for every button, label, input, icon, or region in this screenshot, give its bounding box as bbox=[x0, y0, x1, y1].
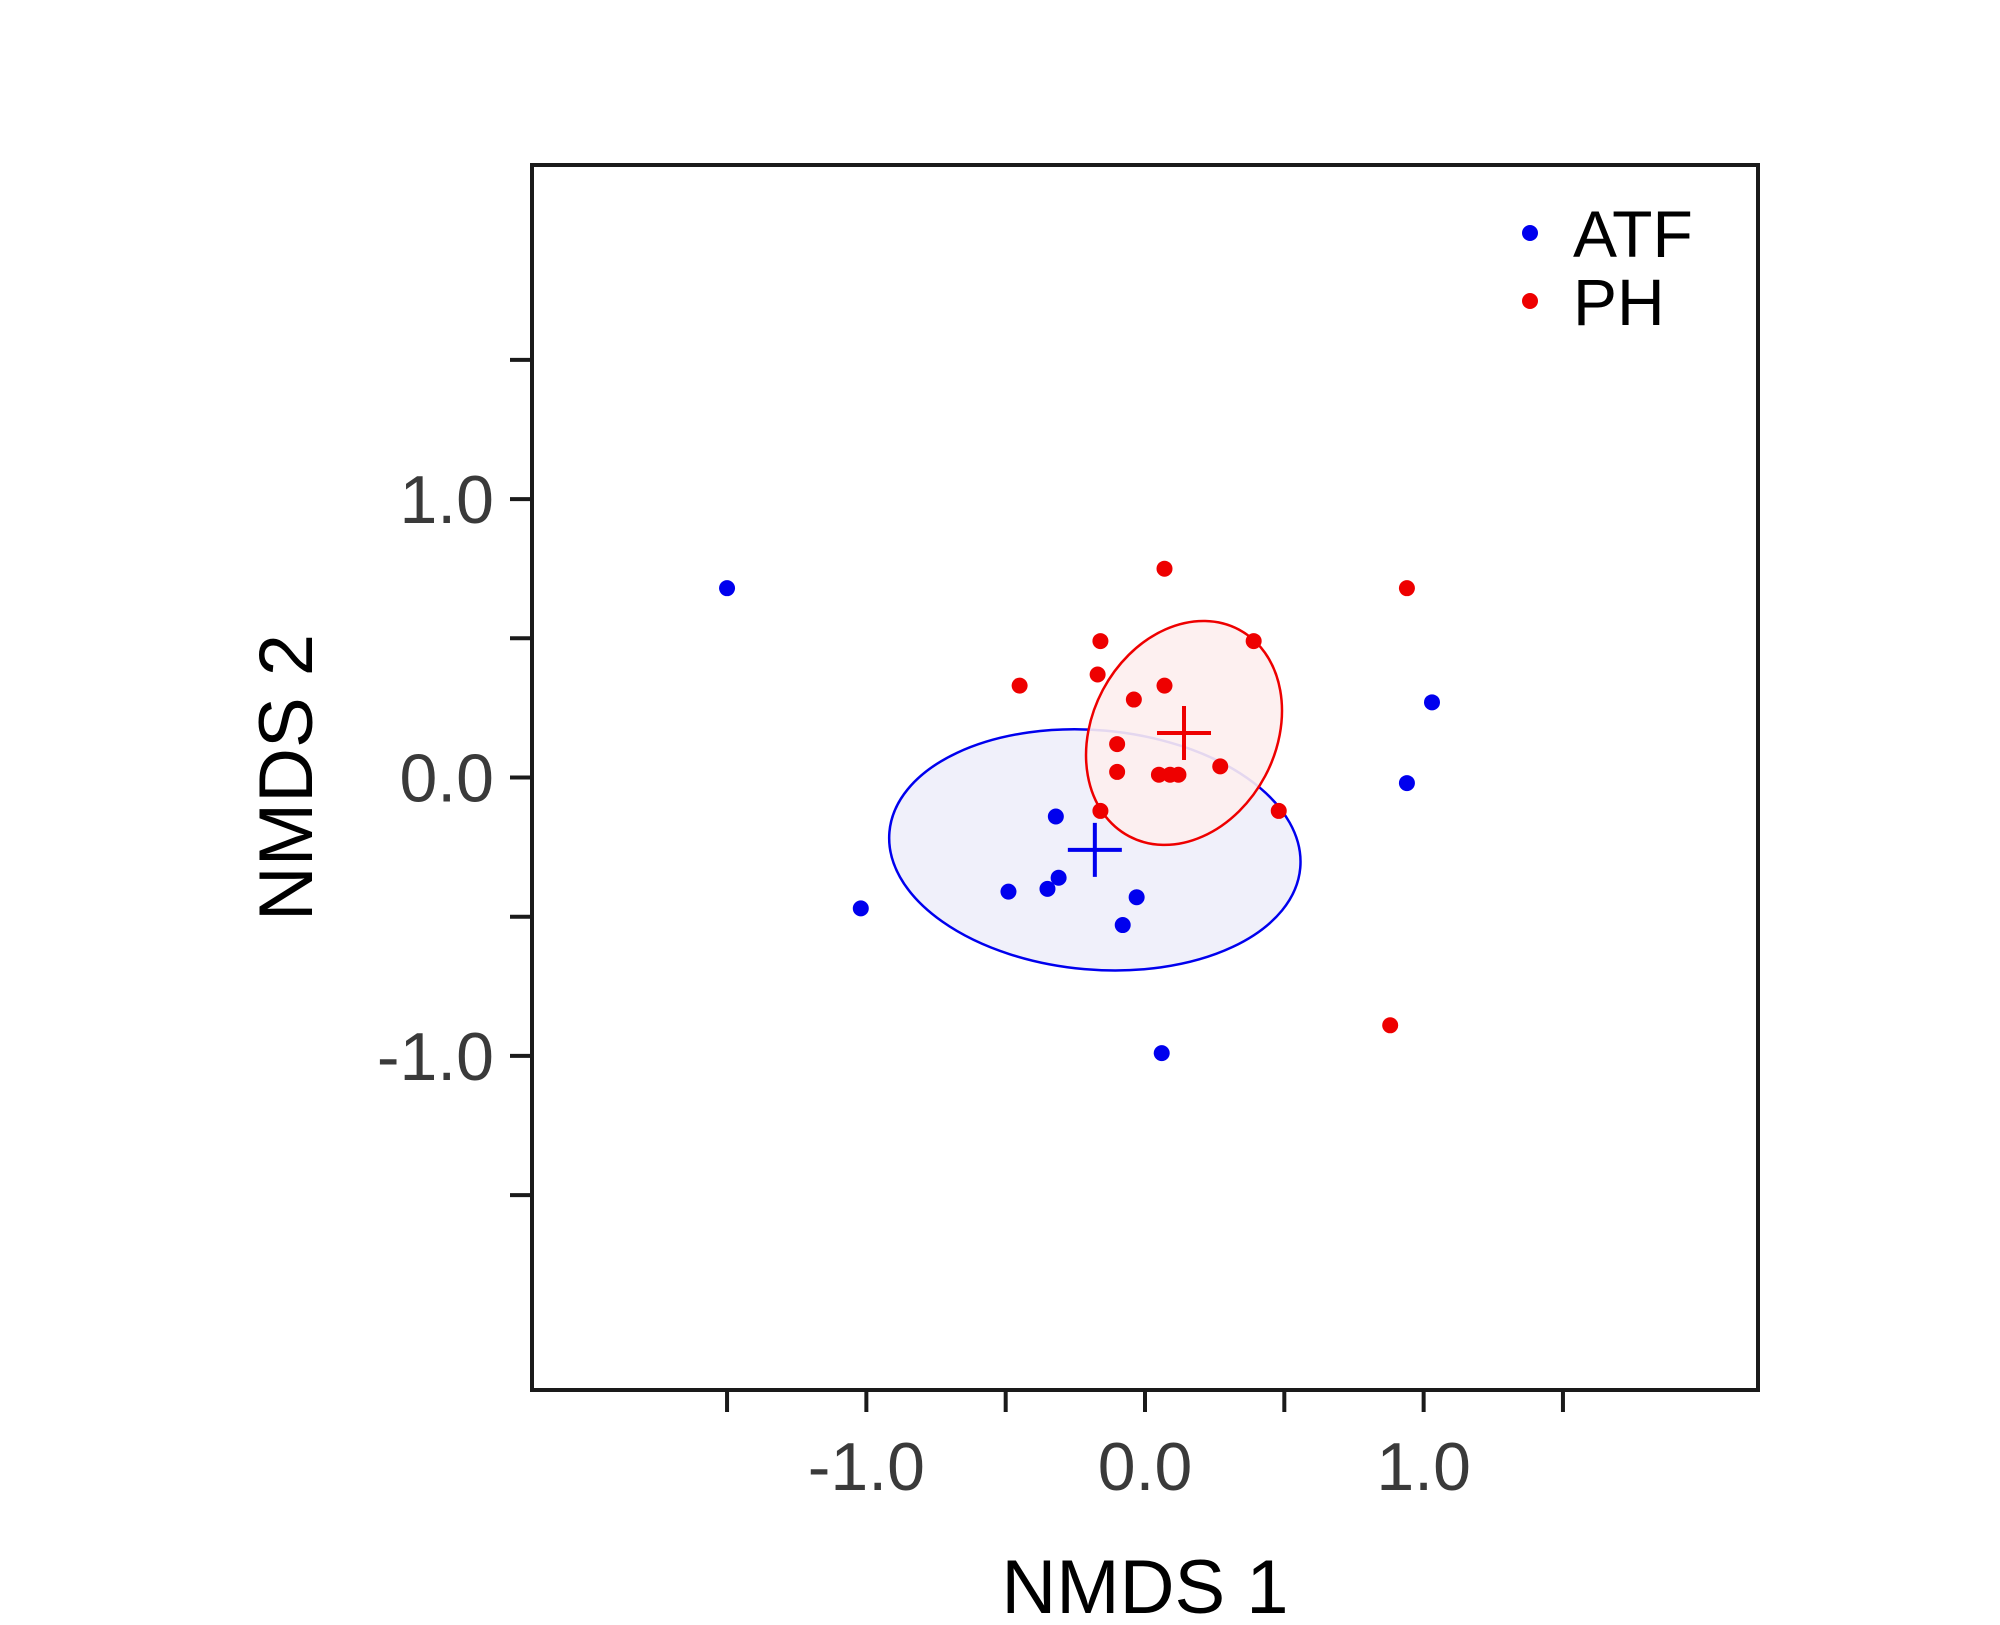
data-point-atf-4 bbox=[1047, 808, 1064, 825]
tick-layer: -1.0 0.0 1.0 -1.0 0.0 1.0 bbox=[377, 357, 1565, 1505]
data-point-atf-6 bbox=[1114, 917, 1131, 934]
centroid-ph bbox=[1157, 705, 1212, 760]
data-point-atf-3 bbox=[1039, 880, 1056, 897]
data-point-ph-3 bbox=[1092, 802, 1109, 819]
data-point-ph-9 bbox=[1156, 677, 1173, 694]
legend: ATF PH bbox=[1522, 197, 1693, 339]
x-tick-label-1: 0.0 bbox=[1098, 1429, 1193, 1505]
data-point-atf-8 bbox=[1153, 1045, 1170, 1062]
centroid-layer bbox=[1067, 705, 1212, 877]
centroid-atf bbox=[1067, 822, 1122, 877]
data-point-ph-16 bbox=[1398, 580, 1415, 597]
legend-label-ph: PH bbox=[1573, 265, 1665, 339]
legend-marker-atf bbox=[1522, 225, 1538, 241]
y-tick-label-0: -1.0 bbox=[377, 1019, 494, 1095]
data-point-ph-7 bbox=[1150, 766, 1167, 783]
data-point-ph-8 bbox=[1156, 560, 1173, 577]
data-point-ph-13 bbox=[1245, 633, 1262, 650]
data-point-atf-5 bbox=[1050, 869, 1067, 886]
y-tick-label-2: 1.0 bbox=[399, 462, 494, 538]
data-point-ph-4 bbox=[1109, 736, 1126, 753]
plot-frame bbox=[530, 163, 1760, 1392]
legend-label-atf: ATF bbox=[1573, 197, 1693, 271]
x-tick-label-0: -1.0 bbox=[808, 1429, 925, 1505]
data-point-ph-6 bbox=[1125, 691, 1142, 708]
data-point-ph-11 bbox=[1170, 766, 1187, 783]
data-point-atf-0 bbox=[719, 580, 736, 597]
data-point-ph-0 bbox=[1011, 677, 1028, 694]
data-point-ph-12 bbox=[1212, 758, 1229, 775]
y-tick-label-1: 0.0 bbox=[399, 741, 494, 817]
data-point-atf-2 bbox=[1000, 883, 1017, 900]
point-layer bbox=[719, 560, 1440, 1062]
data-point-ph-1 bbox=[1092, 633, 1109, 650]
legend-marker-ph bbox=[1522, 293, 1538, 309]
data-point-ph-5 bbox=[1109, 763, 1126, 780]
x-axis-title: NMDS 1 bbox=[1001, 1545, 1288, 1625]
y-axis-title: NMDS 2 bbox=[244, 634, 329, 921]
data-point-atf-10 bbox=[1423, 694, 1440, 711]
data-point-atf-7 bbox=[1128, 889, 1145, 906]
data-point-atf-1 bbox=[852, 900, 869, 917]
data-point-ph-2 bbox=[1089, 666, 1106, 683]
x-tick-label-2: 1.0 bbox=[1376, 1429, 1471, 1505]
data-point-atf-9 bbox=[1398, 775, 1415, 792]
data-point-ph-14 bbox=[1270, 802, 1287, 819]
data-point-ph-15 bbox=[1382, 1017, 1399, 1034]
